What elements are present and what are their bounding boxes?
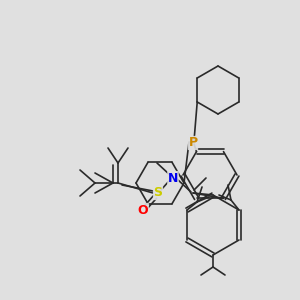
- Text: P: P: [188, 136, 198, 149]
- Text: S: S: [154, 187, 163, 200]
- Text: N: N: [168, 172, 178, 184]
- Text: O: O: [138, 203, 148, 217]
